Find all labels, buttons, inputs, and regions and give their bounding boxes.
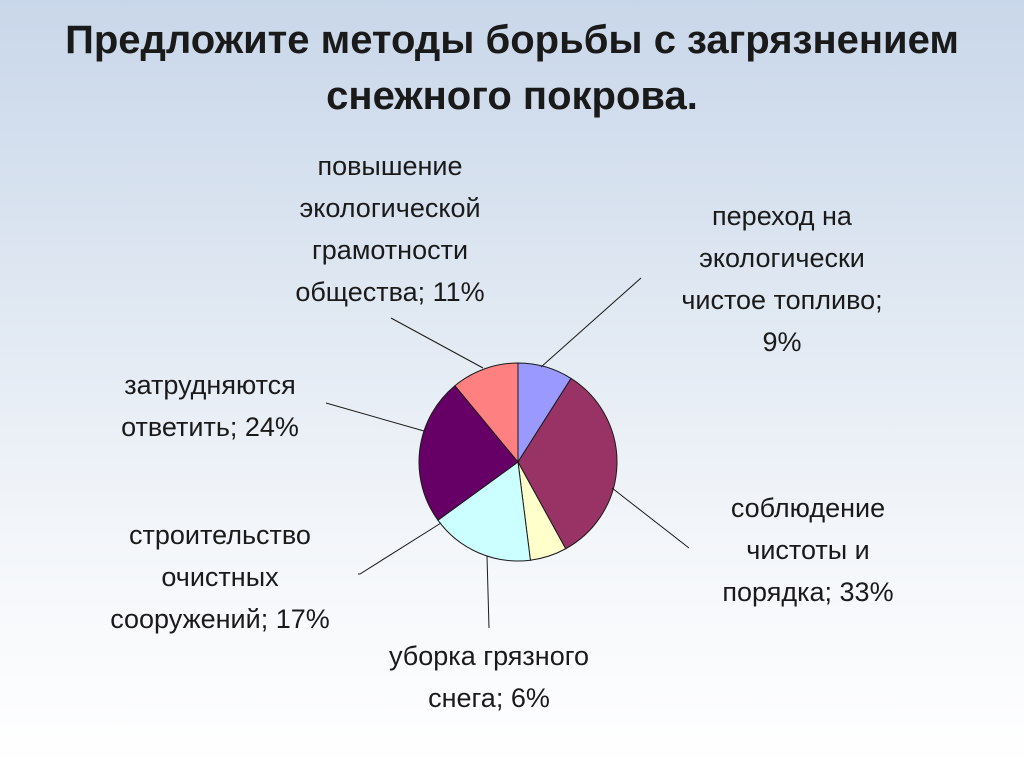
slice-label-2: соблюдение чистоты и порядка; 33%	[722, 493, 893, 607]
pie-slice-5	[418, 385, 519, 521]
leader-lines	[325, 277, 690, 629]
slice-label-line: соблюдение	[731, 493, 885, 523]
slice-label-line: строительство	[129, 520, 311, 550]
slice-label-6: повышение экологической грамотности обществ…	[295, 151, 484, 307]
leader-line-4	[358, 522, 442, 575]
slice-label-line: снега; 6%	[428, 683, 550, 713]
leader-line-1	[540, 277, 642, 368]
slide-title: Предложите методы борьбы с загрязнением …	[0, 12, 1024, 124]
leader-line-2	[611, 487, 690, 549]
slice-label-line: повышение	[317, 151, 462, 181]
slice-label-line: экологически	[699, 243, 865, 273]
slice-label-line: грамотности	[312, 235, 468, 265]
leader-line-3	[486, 555, 490, 629]
slice-label-line: ответить; 24%	[121, 412, 299, 442]
slide-title-line-2: снежного покрова.	[326, 74, 698, 118]
slide-title-line-1: Предложите методы борьбы с загрязнением	[65, 18, 959, 62]
slice-label-line: 9%	[762, 327, 801, 357]
slice-label-3: уборка грязного снега; 6%	[389, 641, 589, 713]
slice-label-line: затрудняются	[124, 370, 296, 400]
leader-line-6	[390, 317, 484, 369]
leader-line-5	[325, 402, 425, 432]
slice-label-4: строительство очистных сооружений; 17%	[110, 520, 330, 634]
slice-label-1: переход на экологически чистое топливо; 9%	[681, 201, 882, 357]
slice-label-line: порядка; 33%	[722, 577, 893, 607]
slice-label-line: чистоты и	[746, 535, 870, 565]
slice-label-line: экологической	[299, 193, 480, 223]
slice-label-line: общества; 11%	[295, 277, 484, 307]
slice-labels: переход на экологически чистое топливо; 9% с…	[110, 151, 893, 713]
pie-slice-4	[437, 461, 531, 562]
slice-label-line: очистных	[161, 562, 279, 592]
slice-label-line: сооружений; 17%	[110, 604, 330, 634]
pie-slices	[418, 362, 618, 562]
slice-label-5: затрудняются ответить; 24%	[121, 370, 299, 442]
slice-label-line: чистое топливо;	[681, 285, 882, 315]
slice-label-line: переход на	[712, 201, 853, 231]
pie-slice-6	[454, 362, 519, 464]
slice-label-line: уборка грязного	[389, 641, 589, 671]
